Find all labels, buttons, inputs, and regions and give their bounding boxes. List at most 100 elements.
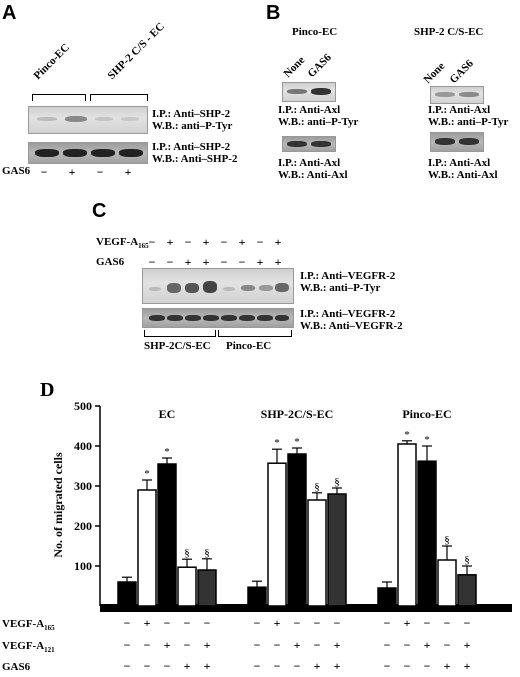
y-axis-label: No. of migrated cells bbox=[51, 452, 65, 558]
panel-c-sign: − bbox=[220, 235, 228, 249]
significance-mark: * bbox=[164, 446, 170, 458]
significance-mark: § bbox=[314, 481, 320, 493]
bar bbox=[267, 462, 287, 607]
panel-c-sign: + bbox=[166, 235, 174, 249]
treatment-sign: − bbox=[254, 616, 261, 630]
panel-c-sign: − bbox=[148, 235, 156, 249]
panel-c-sign: − bbox=[256, 235, 264, 249]
panel-a-sign: + bbox=[124, 165, 132, 179]
bar bbox=[117, 581, 137, 607]
treatment-sign: − bbox=[124, 659, 131, 673]
group-title: Pinco-EC bbox=[402, 407, 451, 421]
treatment-sign: + bbox=[334, 638, 341, 652]
bar bbox=[247, 586, 267, 607]
panel-b-left-lane-gas6: GAS6 bbox=[305, 51, 334, 80]
treatment-sign: − bbox=[444, 616, 451, 630]
treatment-label: VEGF-A121 bbox=[2, 640, 55, 654]
panel-c-sign: + bbox=[202, 255, 210, 269]
panel-b-right-lane-gas6: GAS6 bbox=[447, 57, 476, 86]
panel-b-right-blot-ptyr bbox=[430, 86, 484, 104]
treatment-sign: − bbox=[384, 638, 391, 652]
panel-b-left-blot-axl bbox=[282, 136, 336, 152]
treatment-sign: − bbox=[384, 659, 391, 673]
panel-b-right-blot2-wb: W.B.: Anti-Axl bbox=[428, 169, 498, 181]
panel-c-group-1: SHP-2C/S-EC bbox=[144, 340, 211, 352]
panel-a-bracket-1 bbox=[32, 94, 86, 101]
panel-c-sign: − bbox=[184, 235, 192, 249]
axes bbox=[95, 405, 512, 612]
treatment-sign: + bbox=[294, 638, 301, 652]
panel-a-group-1: Pinco-EC bbox=[31, 41, 72, 82]
panel-c-sign: + bbox=[202, 235, 210, 249]
treatment-sign: − bbox=[404, 638, 411, 652]
treatment-sign: − bbox=[124, 638, 131, 652]
panel-c-sign: + bbox=[256, 255, 264, 269]
treatment-sign: + bbox=[314, 659, 321, 673]
panel-a-bracket-2 bbox=[90, 94, 148, 101]
treatment-sign: − bbox=[144, 659, 151, 673]
treatment-sign: − bbox=[164, 659, 171, 673]
bar bbox=[457, 574, 477, 607]
panel-b-letter: B bbox=[266, 2, 281, 24]
panel-b-left-blot1-wb: W.B.: anti–P-Tyr bbox=[278, 116, 359, 128]
treatment-sign: − bbox=[424, 616, 431, 630]
panel-a-sign: + bbox=[68, 165, 76, 179]
bar bbox=[437, 559, 457, 607]
treatment-sign: + bbox=[464, 638, 471, 652]
treatment-sign: − bbox=[274, 638, 281, 652]
treatment-sign: − bbox=[404, 659, 411, 673]
panel-c-letter: C bbox=[92, 200, 107, 222]
treatment-sign: − bbox=[444, 638, 451, 652]
panel-c-blot-vegfr2 bbox=[142, 308, 294, 328]
significance-mark: * bbox=[294, 436, 300, 448]
treatment-sign: + bbox=[404, 616, 411, 630]
panel-b-left-blot2-ip: I.P.: Anti-Axl bbox=[278, 157, 341, 169]
treatment-sign: − bbox=[254, 638, 261, 652]
panel-a-blot2-wb: W.B.: Anti–SHP-2 bbox=[152, 153, 238, 165]
treatment-sign: + bbox=[144, 616, 151, 630]
bar bbox=[377, 587, 397, 607]
panel-c-sign: + bbox=[274, 255, 282, 269]
panel-c-vegf-label-text: VEGF-A bbox=[96, 236, 139, 248]
significance-mark: § bbox=[464, 554, 470, 566]
treatment-sign: + bbox=[274, 616, 281, 630]
treatment-sign: + bbox=[424, 638, 431, 652]
treatment-sign: − bbox=[314, 616, 321, 630]
panel-c-sign: − bbox=[220, 255, 228, 269]
y-tick-label: 400 bbox=[74, 439, 92, 453]
treatment-sign: − bbox=[334, 616, 341, 630]
treatment-sign: + bbox=[204, 638, 211, 652]
bar bbox=[157, 463, 177, 607]
panel-c-bracket-2 bbox=[218, 330, 292, 337]
bar bbox=[307, 499, 327, 607]
panel-c-blot2-wb: W.B.: Anti–VEGFR-2 bbox=[300, 320, 403, 332]
panel-a-gas6-label: GAS6 bbox=[2, 165, 31, 177]
panel-a-blot2-ip: I.P.: Anti–SHP-2 bbox=[152, 141, 231, 153]
group-title: EC bbox=[159, 407, 176, 421]
significance-mark: § bbox=[184, 547, 190, 559]
panel-c-sign: − bbox=[148, 255, 156, 269]
treatment-sign: − bbox=[294, 659, 301, 673]
significance-mark: * bbox=[424, 434, 430, 446]
panel-c-sign: − bbox=[166, 255, 174, 269]
treatment-sign: − bbox=[314, 638, 321, 652]
panel-b-right-title: SHP-2 C/S-EC bbox=[414, 26, 484, 38]
panel-c-group-2: Pinco-EC bbox=[226, 340, 272, 352]
panel-b-right-blot-axl bbox=[430, 132, 484, 152]
treatment-sign: − bbox=[384, 616, 391, 630]
panel-b-right-blot2-ip: I.P.: Anti-Axl bbox=[428, 157, 491, 169]
treatment-sign: − bbox=[144, 638, 151, 652]
panel-b-right-blot1-wb: W.B.: anti–P-Tyr bbox=[428, 116, 509, 128]
significance-mark: § bbox=[204, 547, 210, 559]
x-axis-bar bbox=[100, 604, 512, 612]
panel-c-blot2-ip: I.P.: Anti–VEGFR-2 bbox=[300, 308, 396, 320]
panel-b-left-title: Pinco-EC bbox=[292, 26, 338, 38]
treatment-sign: − bbox=[184, 638, 191, 652]
treatment-sign: + bbox=[204, 659, 211, 673]
significance-mark: * bbox=[274, 437, 280, 449]
treatment-sign: + bbox=[164, 638, 171, 652]
panel-c-sign: + bbox=[184, 255, 192, 269]
panel-a-blot1-wb: W.B.: anti–P-Tyr bbox=[152, 120, 233, 132]
treatment-sign: − bbox=[204, 616, 211, 630]
significance-mark: § bbox=[334, 476, 340, 488]
